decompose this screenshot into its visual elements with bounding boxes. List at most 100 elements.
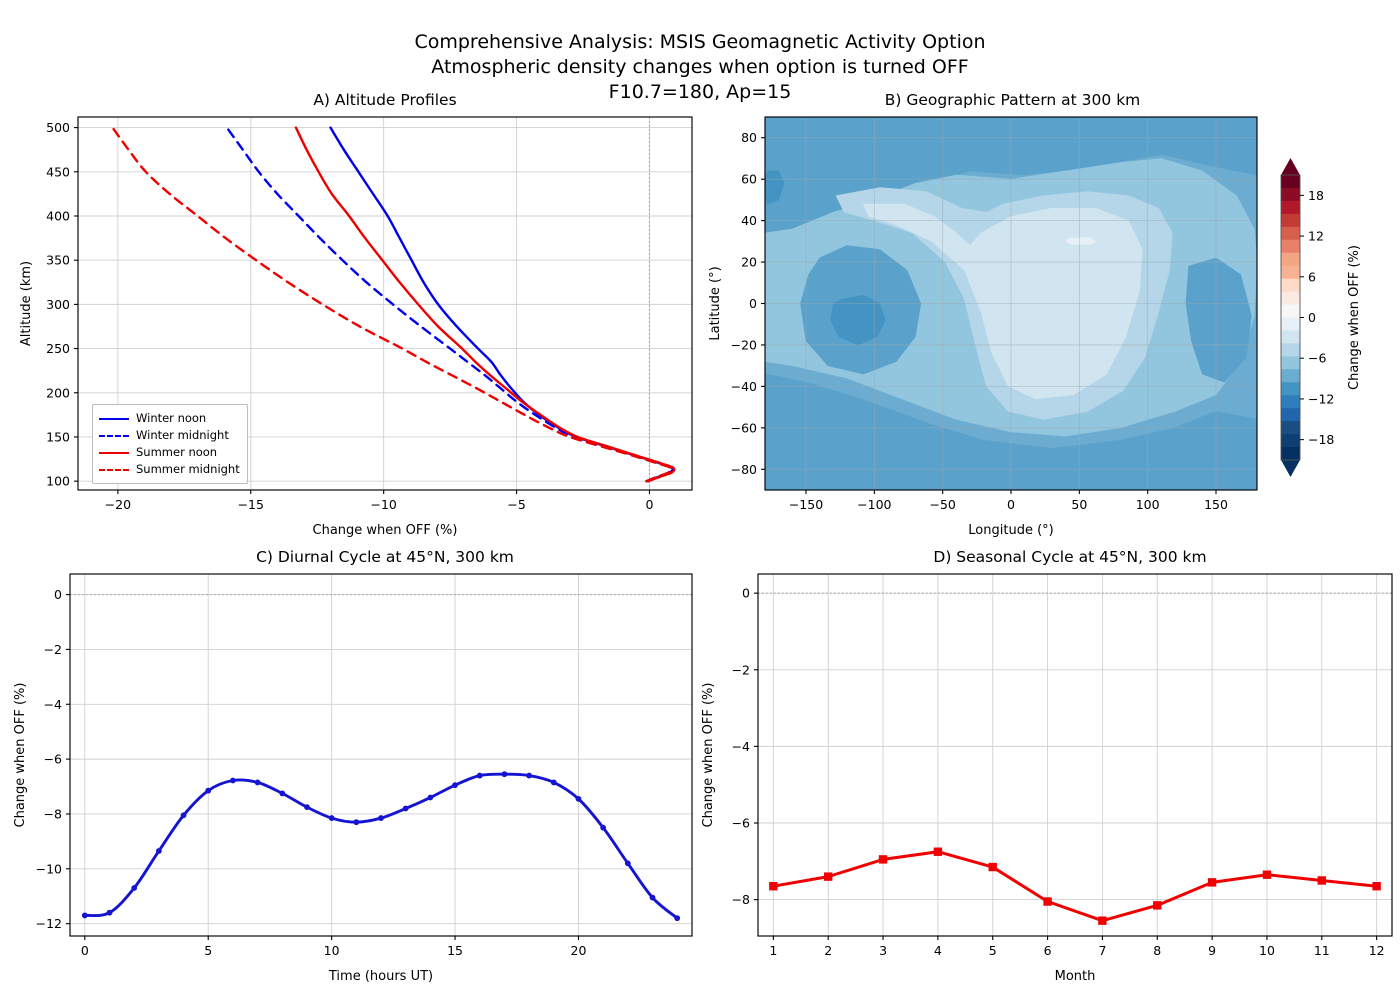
x-tick-label: 0 (1007, 497, 1015, 512)
colorbar: 18 12 6 0 −6 −12 −18 Change when OFF (%) (1280, 158, 1362, 477)
colorbar-tick-label: −12 (1308, 391, 1334, 406)
y-tick-label: 80 (741, 130, 757, 145)
panel-d-title: D) Seasonal Cycle at 45°N, 300 km (933, 548, 1207, 566)
y-tick-label: 350 (46, 253, 70, 268)
y-tick-label: 250 (46, 341, 70, 356)
y-tick-label: 300 (46, 297, 70, 312)
diurnal-data-point-4 (180, 812, 187, 819)
seasonal-data-point-month-5 (988, 862, 997, 872)
y-tick-label: 500 (46, 120, 70, 135)
contour-pocket-east (1185, 257, 1252, 383)
seasonal-data-point-month-9 (1207, 878, 1217, 887)
diurnal-data-point-5 (205, 787, 212, 794)
seasonal-data-point-month-4 (933, 847, 943, 856)
legend-item-3: Summer midnight (99, 461, 240, 478)
panel-c-title: C) Diurnal Cycle at 45°N, 300 km (256, 548, 514, 566)
colorbar-tick-label: 12 (1308, 229, 1324, 244)
suptitle-line-3: F10.7=180, Ap=15 (608, 81, 792, 103)
colorbar-tick-label: −6 (1308, 351, 1326, 366)
y-tick-label: −40 (731, 379, 757, 394)
x-tick-label: 2 (824, 943, 832, 958)
legend-item-1: Winter midnight (99, 427, 240, 444)
y-axis-label: Change when OFF (%) (701, 683, 716, 828)
y-tick-label: −4 (732, 739, 750, 754)
x-tick-label: 150 (1204, 497, 1228, 512)
diurnal-data-point-0 (81, 912, 88, 919)
diurnal-data-point-19 (550, 779, 557, 786)
altitude-profile-line-3 (111, 126, 673, 483)
x-tick-label: 8 (1153, 943, 1161, 958)
y-tick-label: 100 (46, 474, 70, 489)
x-tick-label: 0 (81, 943, 89, 958)
x-tick-label: −100 (857, 497, 891, 512)
legend-label-3: Summer midnight (136, 462, 240, 476)
seasonal-data-point-month-7 (1098, 916, 1107, 925)
diurnal-data-point-3 (155, 848, 162, 854)
seasonal-data-point-month-1 (769, 882, 778, 891)
legend-item-2: Summer noon (99, 444, 240, 461)
y-axis-label: Change when OFF (%) (13, 683, 28, 828)
suptitle-line-2: Atmospheric density changes when option … (431, 56, 969, 78)
y-axis-label: Latitude (°) (708, 266, 723, 340)
legend-label-2: Summer noon (136, 445, 218, 459)
diurnal-data-point-18 (526, 772, 532, 779)
x-axis-label: Time (hours UT) (328, 969, 433, 984)
y-tick-label: 0 (742, 586, 750, 601)
x-tick-label: 20 (571, 943, 587, 958)
y-tick-label: −80 (731, 462, 757, 477)
panel-b-title: B) Geographic Pattern at 300 km (884, 91, 1141, 109)
colorbar-extend-top (1281, 158, 1300, 175)
y-tick-label: −12 (36, 916, 62, 931)
x-tick-label: 5 (989, 943, 997, 958)
colorbar-tick-label: 6 (1308, 269, 1316, 284)
colorbar-tick-label: 18 (1308, 188, 1324, 203)
x-tick-label: 10 (324, 943, 340, 958)
x-tick-label: 11 (1314, 943, 1330, 958)
colorbar-tick-label: 0 (1308, 310, 1316, 325)
legend-swatch-2 (99, 451, 129, 454)
x-tick-label: 7 (1098, 943, 1106, 958)
x-tick-label: 100 (1136, 497, 1160, 512)
panel-a-legend: Winter noon Winter midnight Summer noon Sum… (92, 404, 248, 484)
seasonal-data-point-month-8 (1153, 901, 1162, 910)
diurnal-data-point-1 (106, 909, 113, 916)
diurnal-data-point-11 (353, 819, 360, 826)
colorbar-label: Change when OFF (%) (1347, 245, 1362, 390)
y-tick-label: −60 (731, 420, 757, 435)
y-tick-label: −2 (732, 662, 750, 677)
x-tick-label: 0 (645, 497, 653, 512)
suptitle-line-1: Comprehensive Analysis: MSIS Geomagnetic… (414, 31, 986, 53)
x-tick-label: −10 (370, 497, 396, 512)
seasonal-cycle-line (771, 850, 1379, 923)
y-tick-label: −4 (44, 697, 62, 712)
x-tick-label: 15 (447, 943, 463, 958)
x-tick-label: 9 (1208, 943, 1216, 958)
x-axis-label: Change when OFF (%) (313, 523, 458, 538)
y-tick-label: −8 (44, 806, 62, 821)
diurnal-data-point-8 (279, 790, 286, 797)
x-tick-label: −50 (929, 497, 955, 512)
diurnal-data-point-2 (131, 885, 138, 891)
seasonal-data-point-month-3 (878, 855, 888, 864)
figure-suptitle: Comprehensive Analysis: MSIS Geomagnetic… (0, 30, 1400, 105)
x-tick-label: 1 (769, 943, 777, 958)
x-tick-label: 50 (1071, 497, 1087, 512)
y-tick-label: −6 (44, 752, 62, 767)
y-tick-label: 450 (46, 164, 70, 179)
seasonal-data-point-month-10 (1262, 870, 1272, 879)
diurnal-data-point-13 (402, 805, 409, 812)
x-axis-label: Longitude (°) (968, 523, 1053, 538)
x-tick-label: 10 (1259, 943, 1275, 958)
contour-min-southeast (1166, 427, 1231, 487)
seasonal-data-point-month-2 (824, 872, 833, 881)
diurnal-data-point-22 (624, 860, 631, 867)
diurnal-data-point-9 (304, 804, 310, 811)
contour-patch-max (1065, 237, 1097, 245)
colorbar-tick-label: −18 (1308, 432, 1334, 447)
y-tick-label: 400 (46, 208, 70, 223)
legend-label-1: Winter midnight (136, 428, 229, 442)
y-tick-label: 0 (749, 296, 757, 311)
